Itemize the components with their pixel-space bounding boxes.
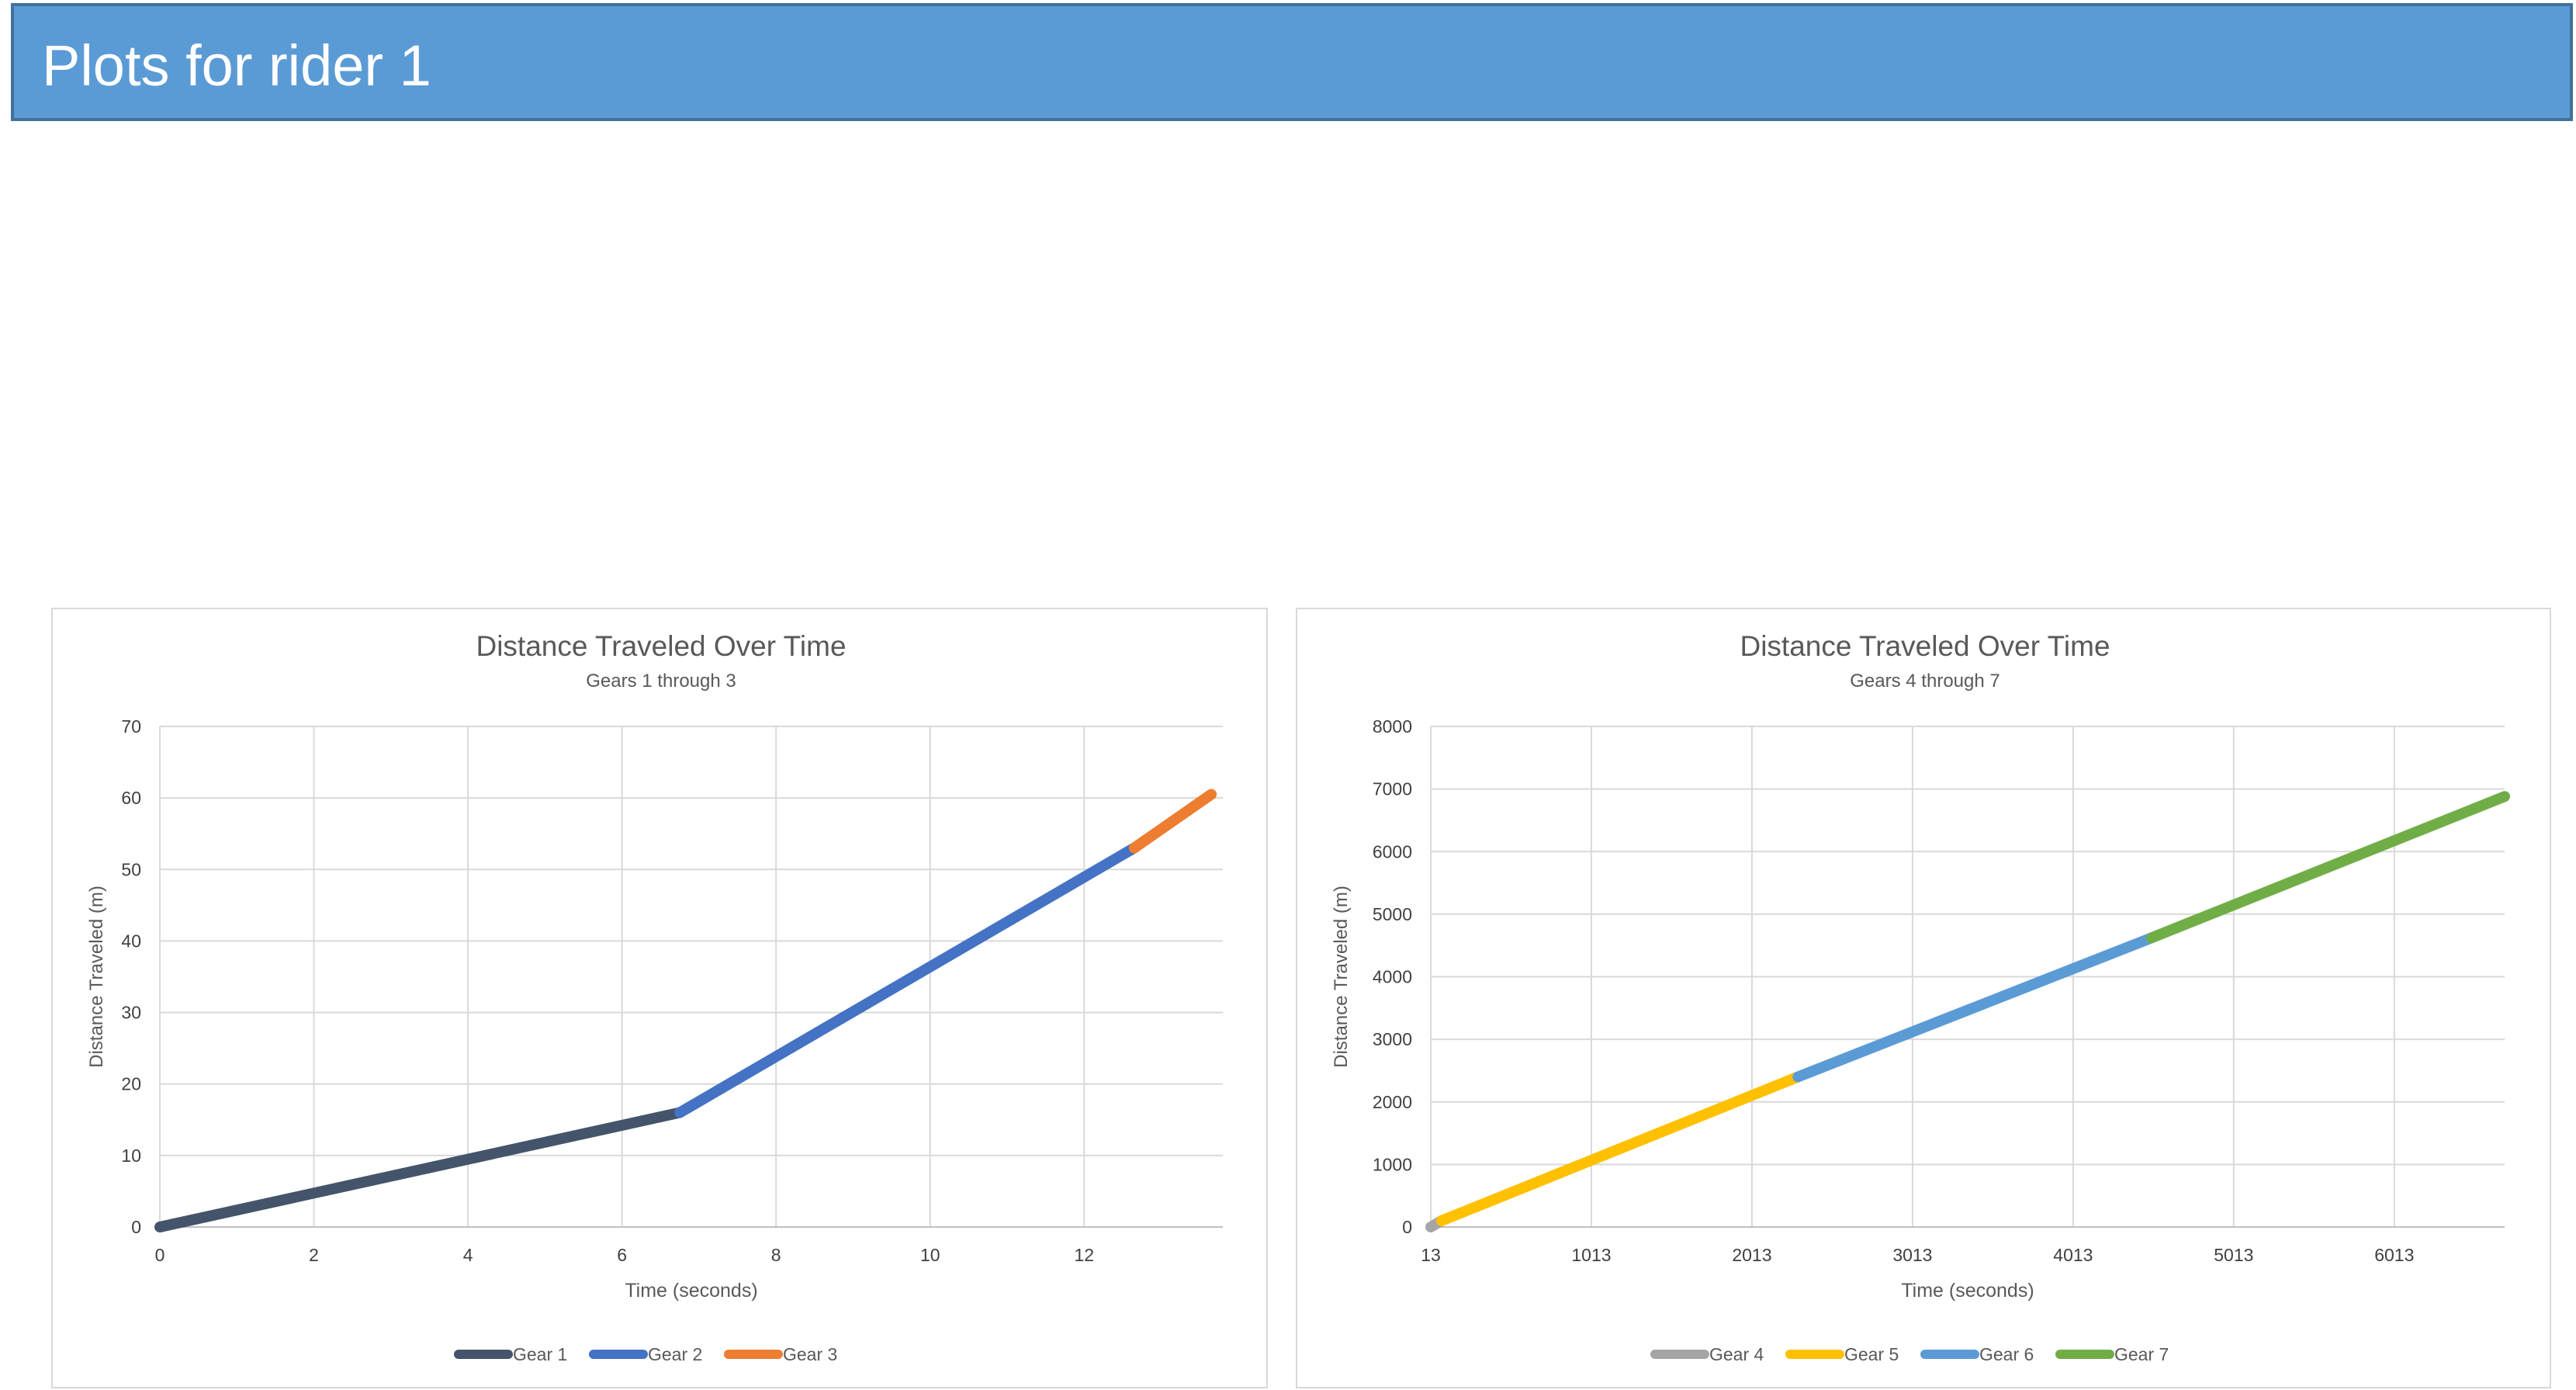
y-tick-label: 1000 xyxy=(1373,1154,1412,1174)
series-line-gear-5 xyxy=(1435,1071,1804,1226)
y-axis-title: Distance Traveled (m) xyxy=(1331,886,1352,1068)
legend-label: Gear 3 xyxy=(783,1344,837,1364)
series-line-gear-3 xyxy=(1128,789,1217,854)
y-tick-label: 2000 xyxy=(1373,1092,1412,1112)
y-tick-label: 4000 xyxy=(1373,967,1412,987)
x-tick-label: 1013 xyxy=(1571,1245,1611,1265)
legend-label: Gear 1 xyxy=(513,1344,567,1364)
chart-gears-4-7-svg: Distance Traveled Over Time Gears 4 throu… xyxy=(1331,630,2510,1364)
series-line-gear-2 xyxy=(674,842,1140,1118)
page-title: Plots for rider 1 xyxy=(42,33,431,98)
y-tick-label: 8000 xyxy=(1373,716,1412,737)
x-tick-label: 4013 xyxy=(2053,1245,2093,1265)
x-tick-label: 13 xyxy=(1421,1245,1441,1265)
y-tick-label: 6000 xyxy=(1373,841,1412,861)
chart-gears-4-7: Distance Traveled Over Time Gears 4 throu… xyxy=(1296,608,2551,1388)
x-tick-label: 10 xyxy=(920,1245,940,1265)
x-tick-label: 8 xyxy=(771,1245,781,1265)
x-tick-label: 0 xyxy=(155,1245,165,1265)
x-tick-label: 6013 xyxy=(2374,1245,2414,1265)
chart-gears-1-3-svg: Distance Traveled Over Time Gears 1 throu… xyxy=(86,630,1223,1364)
x-tick-label: 6 xyxy=(617,1245,627,1265)
legend-label: Gear 7 xyxy=(2114,1344,2169,1364)
x-axis-title: Time (seconds) xyxy=(1901,1280,2034,1302)
series-line-gear-1 xyxy=(154,1107,686,1232)
page-header-banner: Plots for rider 1 xyxy=(11,3,2573,121)
x-tick-label: 2 xyxy=(309,1245,319,1265)
legend-label: Gear 6 xyxy=(1979,1344,2034,1364)
chart-title: Distance Traveled Over Time xyxy=(476,630,846,662)
x-tick-label: 5013 xyxy=(2214,1245,2253,1265)
y-tick-label: 70 xyxy=(121,716,141,737)
chart-gears-1-3: Distance Traveled Over Time Gears 1 throu… xyxy=(51,608,1268,1388)
chart-subtitle: Gears 4 through 7 xyxy=(1850,671,2000,692)
y-tick-label: 30 xyxy=(121,1003,141,1023)
x-tick-label: 2013 xyxy=(1732,1245,1771,1265)
chart-title: Distance Traveled Over Time xyxy=(1740,630,2110,662)
legend-label: Gear 5 xyxy=(1844,1344,1899,1364)
chart-subtitle: Gears 1 through 3 xyxy=(586,671,736,692)
y-tick-label: 5000 xyxy=(1373,904,1412,924)
series-line-gear-6 xyxy=(1792,932,2157,1083)
y-tick-label: 0 xyxy=(1402,1217,1412,1237)
y-tick-label: 10 xyxy=(121,1146,141,1166)
x-tick-label: 4 xyxy=(463,1245,473,1265)
y-tick-label: 7000 xyxy=(1373,779,1412,799)
y-tick-label: 60 xyxy=(121,788,141,808)
x-axis-title: Time (seconds) xyxy=(625,1280,757,1302)
y-tick-label: 20 xyxy=(121,1074,141,1094)
y-tick-label: 3000 xyxy=(1373,1029,1412,1049)
y-tick-label: 50 xyxy=(121,859,141,879)
legend-label: Gear 4 xyxy=(1709,1344,1764,1364)
legend-label: Gear 2 xyxy=(648,1344,702,1364)
x-tick-label: 12 xyxy=(1075,1245,1095,1265)
y-axis-title: Distance Traveled (m) xyxy=(86,886,107,1068)
y-tick-label: 0 xyxy=(131,1217,141,1237)
y-tick-label: 40 xyxy=(121,931,141,951)
series-line-gear-7 xyxy=(2145,791,2510,944)
x-tick-label: 3013 xyxy=(1892,1245,1932,1265)
